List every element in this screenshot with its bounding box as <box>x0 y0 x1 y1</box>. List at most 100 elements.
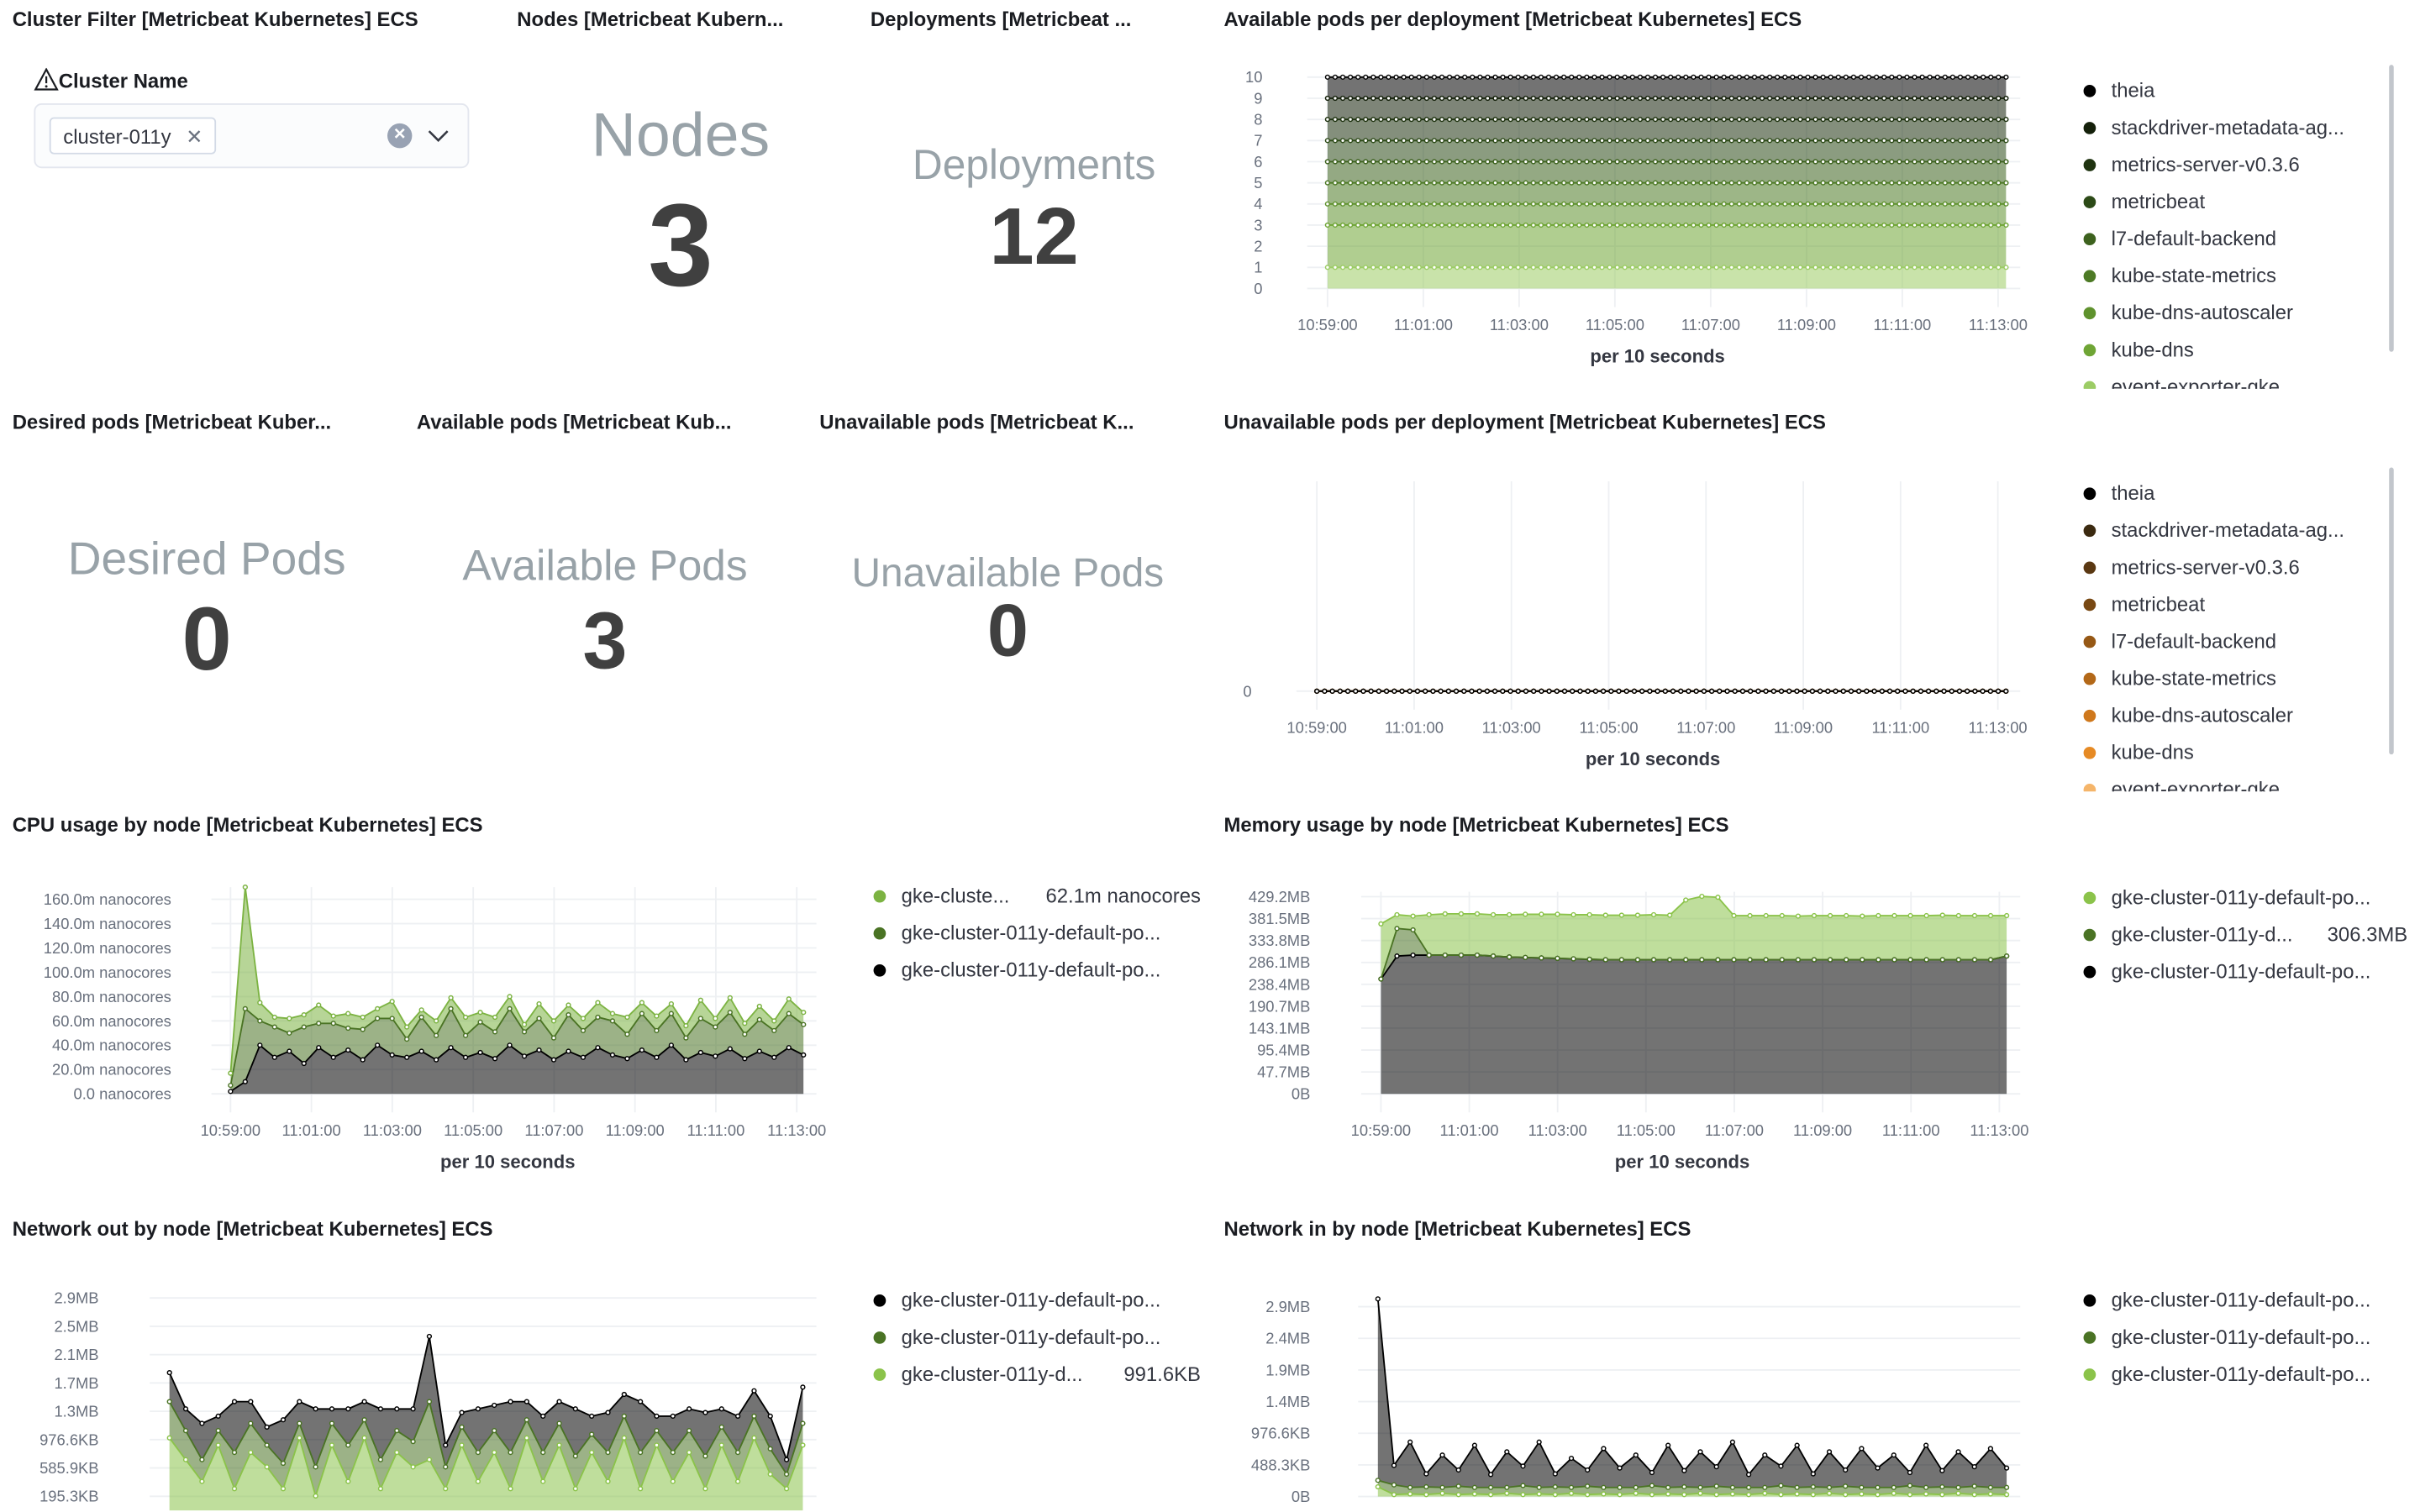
data-point[interactable] <box>459 1442 465 1448</box>
data-point[interactable] <box>1775 138 1781 144</box>
data-point[interactable] <box>1347 138 1354 144</box>
data-point[interactable] <box>1492 95 1498 102</box>
data-point[interactable] <box>1676 138 1681 144</box>
data-point[interactable] <box>1767 159 1773 165</box>
data-point[interactable] <box>1919 222 1925 228</box>
data-point[interactable] <box>767 1413 773 1420</box>
data-point[interactable] <box>1545 138 1552 144</box>
data-point[interactable] <box>1570 956 1576 962</box>
data-point[interactable] <box>182 1428 189 1434</box>
data-point[interactable] <box>1965 201 1971 207</box>
data-point[interactable] <box>1698 159 1704 165</box>
data-point[interactable] <box>1778 688 1785 694</box>
data-point[interactable] <box>434 1018 439 1024</box>
data-point[interactable] <box>1487 1472 1494 1478</box>
data-point[interactable] <box>1423 1483 1429 1490</box>
data-point[interactable] <box>1889 265 1895 270</box>
data-point[interactable] <box>1485 265 1491 270</box>
data-point[interactable] <box>1820 74 1826 80</box>
data-point[interactable] <box>1423 201 1429 207</box>
data-point[interactable] <box>756 1003 762 1010</box>
data-point[interactable] <box>1820 159 1826 165</box>
data-point[interactable] <box>1629 74 1635 80</box>
data-point[interactable] <box>1462 159 1468 165</box>
data-point[interactable] <box>1622 265 1628 270</box>
data-point[interactable] <box>1668 180 1674 186</box>
data-point[interactable] <box>1500 222 1506 228</box>
data-point[interactable] <box>609 1052 616 1058</box>
data-point[interactable] <box>1347 117 1354 123</box>
data-point[interactable] <box>1667 957 1673 963</box>
data-point[interactable] <box>1507 222 1513 228</box>
data-point[interactable] <box>1363 222 1369 228</box>
data-point[interactable] <box>638 1399 644 1404</box>
data-point[interactable] <box>1622 201 1628 207</box>
data-point[interactable] <box>1713 1492 1719 1498</box>
data-point[interactable] <box>1981 159 1986 165</box>
data-point[interactable] <box>264 1424 270 1430</box>
data-point[interactable] <box>1939 912 1945 918</box>
data-point[interactable] <box>1955 1484 1961 1490</box>
data-point[interactable] <box>1987 1446 1994 1452</box>
data-point[interactable] <box>771 1018 777 1024</box>
data-point[interactable] <box>1455 1483 1461 1489</box>
data-point[interactable] <box>477 1010 483 1016</box>
data-point[interactable] <box>231 1486 238 1492</box>
data-point[interactable] <box>1681 1467 1687 1473</box>
data-point[interactable] <box>1652 95 1659 102</box>
data-point[interactable] <box>1912 265 1918 270</box>
data-point[interactable] <box>1553 222 1560 228</box>
data-point[interactable] <box>2003 180 2009 186</box>
data-point[interactable] <box>1576 201 1582 207</box>
data-point[interactable] <box>1817 688 1823 694</box>
data-point[interactable] <box>1794 1484 1800 1490</box>
data-point[interactable] <box>1347 222 1354 228</box>
data-point[interactable] <box>1408 201 1414 207</box>
data-point[interactable] <box>1965 688 1970 694</box>
data-point[interactable] <box>742 1032 748 1037</box>
data-point[interactable] <box>492 1014 498 1021</box>
data-point[interactable] <box>1835 222 1841 228</box>
data-point[interactable] <box>1939 1483 1945 1490</box>
data-point[interactable] <box>1751 159 1758 165</box>
data-point[interactable] <box>1713 117 1719 123</box>
data-point[interactable] <box>1439 95 1445 102</box>
data-point[interactable] <box>1591 159 1597 165</box>
data-point[interactable] <box>1676 74 1681 80</box>
data-point[interactable] <box>1835 138 1841 144</box>
data-point[interactable] <box>1683 265 1689 270</box>
data-point[interactable] <box>1599 74 1605 80</box>
data-point[interactable] <box>448 1005 454 1012</box>
data-point[interactable] <box>329 1406 335 1412</box>
data-point[interactable] <box>1637 222 1644 228</box>
legend-item[interactable]: theia <box>2083 478 2392 509</box>
data-point[interactable] <box>1568 1484 1575 1490</box>
data-point[interactable] <box>330 1013 336 1019</box>
data-point[interactable] <box>1618 912 1624 918</box>
data-point[interactable] <box>1805 265 1811 270</box>
data-point[interactable] <box>1586 911 1592 918</box>
data-point[interactable] <box>1668 95 1674 102</box>
data-point[interactable] <box>1713 265 1719 270</box>
data-point[interactable] <box>1538 74 1544 80</box>
data-point[interactable] <box>1458 911 1465 916</box>
data-point[interactable] <box>1691 265 1697 270</box>
data-point[interactable] <box>1487 1484 1494 1490</box>
data-point[interactable] <box>1455 1467 1461 1473</box>
data-point[interactable] <box>1576 159 1582 165</box>
data-point[interactable] <box>1576 222 1582 228</box>
data-point[interactable] <box>1939 1467 1945 1473</box>
data-point[interactable] <box>521 1021 528 1027</box>
data-point[interactable] <box>1797 180 1803 186</box>
data-point[interactable] <box>1691 117 1697 123</box>
legend-item[interactable]: gke-cluster-011y-default-po... <box>2083 1359 2408 1390</box>
data-point[interactable] <box>1996 180 2002 186</box>
data-point[interactable] <box>1850 201 1857 207</box>
data-point[interactable] <box>1462 222 1468 228</box>
legend-item[interactable]: gke-cluster-011y-default-po... <box>2083 1285 2408 1316</box>
data-point[interactable] <box>1996 265 2002 270</box>
data-point[interactable] <box>1660 159 1666 165</box>
data-point[interactable] <box>1987 1484 1994 1490</box>
data-point[interactable] <box>1507 138 1513 144</box>
data-point[interactable] <box>1649 1492 1655 1498</box>
